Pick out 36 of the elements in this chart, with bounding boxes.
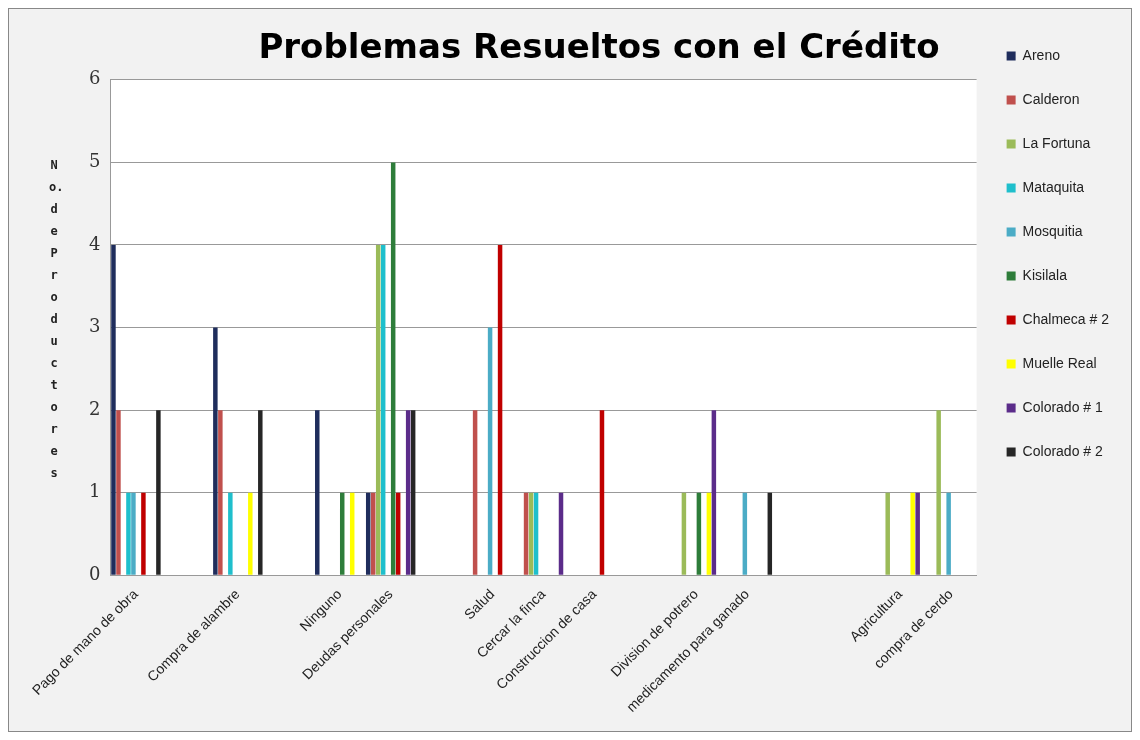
legend-label: Chalmeca # 2 [1022,310,1110,327]
bar [248,492,253,575]
bar [946,492,951,575]
y-tick-label: 0 [89,563,101,585]
chart-title: Problemas Resueltos con el Crédito [258,26,940,67]
bar [936,410,941,575]
bar [131,492,136,575]
legend-label: Colorado # 1 [1022,398,1103,415]
y-tick-label: 2 [89,397,101,419]
legend-label: Mataquita [1022,178,1085,195]
bar [258,410,263,575]
y-tick-label: 1 [89,480,101,502]
legend-label: Kisilala [1022,266,1068,283]
y-tick-label: 4 [89,232,101,254]
bar [910,492,915,575]
legend-label: La Fortuna [1022,134,1091,151]
bar [885,492,890,575]
bar [141,492,146,575]
bar [218,410,223,575]
text: No. de Productores [49,158,64,480]
y-tick-label: 3 [89,315,101,337]
bar [111,244,116,575]
legend-label: Mosquitia [1022,222,1083,239]
legend-label: Areno [1022,46,1061,63]
legend-label: Muelle Real [1022,354,1097,371]
bar [126,492,131,575]
bar [156,410,161,575]
y-tick-label: 5 [89,150,101,172]
legend-label: Calderon [1022,90,1080,107]
legend-label: Colorado # 2 [1022,442,1103,459]
bar [315,410,320,575]
bar [116,410,121,575]
bar [915,492,920,575]
bar [213,327,218,575]
y-tick-label: 6 [89,67,101,89]
bar [228,492,233,575]
